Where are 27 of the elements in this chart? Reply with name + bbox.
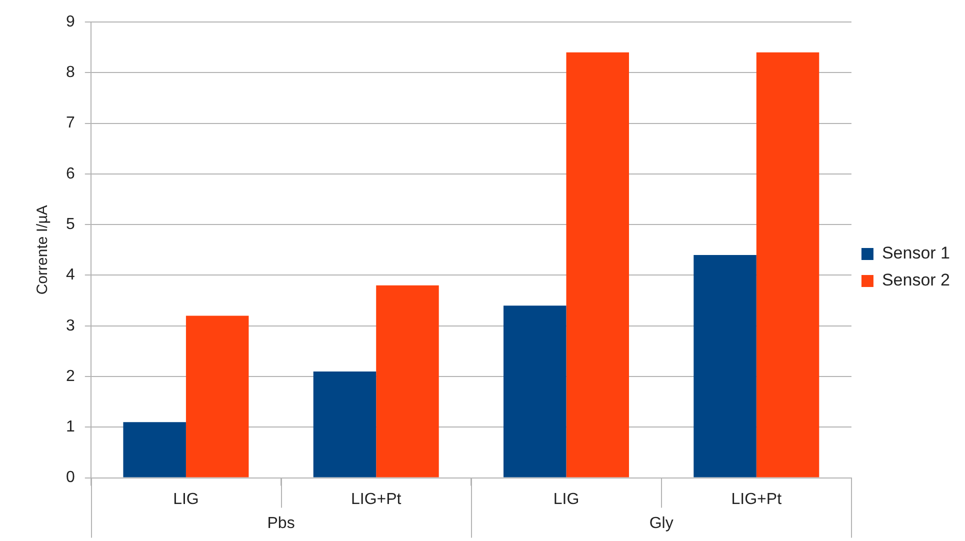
x-tick-label: LIG+Pt [350, 490, 402, 508]
bar [313, 371, 376, 478]
y-tick-label: 9 [66, 13, 75, 30]
bar [504, 306, 566, 478]
y-tick-label: 8 [66, 64, 75, 82]
y-tick-label: 3 [66, 317, 75, 334]
y-tick-label: 0 [66, 469, 75, 486]
y-tick-label: 4 [66, 266, 75, 284]
legend-label: Sensor 2 [882, 270, 950, 290]
text: Gly [649, 515, 674, 532]
y-tick-label: 6 [66, 165, 75, 182]
y-axis-title: Corrente I/µA [34, 205, 52, 295]
y-tick-label: 2 [66, 368, 75, 385]
y-tick-label: 7 [66, 114, 75, 132]
y-tick-label: 1 [66, 418, 75, 436]
x-tick-label: LIG [173, 490, 199, 508]
x-tick-label: LIG [553, 490, 580, 508]
legend-label: Sensor 1 [882, 244, 950, 263]
bar [694, 254, 756, 478]
bar [566, 52, 629, 478]
bar [756, 52, 820, 478]
bar [186, 316, 249, 478]
bar [376, 285, 439, 478]
y-tick-label: 5 [66, 216, 75, 233]
text: Pbs [267, 515, 295, 532]
bar [123, 422, 186, 478]
x-tick-label: LIG+Pt [731, 490, 782, 508]
